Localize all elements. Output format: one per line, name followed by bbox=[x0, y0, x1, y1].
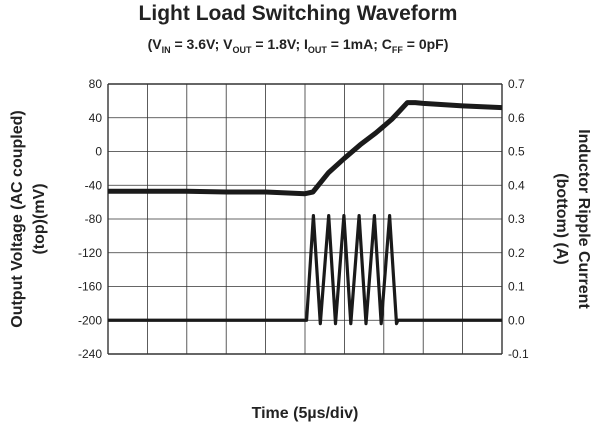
left-tick-label: -40 bbox=[85, 178, 103, 192]
right-axis-label: (bottom) (A) bbox=[553, 173, 570, 265]
right-tick-label: 0.5 bbox=[508, 145, 525, 159]
left-axis-label: Output Voltage (AC coupled) bbox=[9, 110, 26, 327]
right-axis-label: Inductor Ripple Current bbox=[575, 129, 592, 309]
right-tick-label: -0.1 bbox=[508, 347, 529, 361]
left-tick-label: -200 bbox=[78, 313, 102, 327]
left-tick-label: -160 bbox=[78, 280, 102, 294]
right-tick-label: 0.2 bbox=[508, 246, 525, 260]
axis-labels: Time (5µs/div) Output Voltage (AC coupled… bbox=[9, 110, 592, 422]
left-tick-label: 80 bbox=[89, 77, 103, 91]
right-tick-label: 0.0 bbox=[508, 313, 525, 327]
left-tick-label: -240 bbox=[78, 347, 102, 361]
tick-labels: 80 40 0 -40 -80 -120 -160 -200 -240 0.7 0.6 0.5 0.4 0… bbox=[78, 77, 529, 361]
left-tick-label: 0 bbox=[95, 145, 102, 159]
right-tick-label: 0.7 bbox=[508, 77, 525, 91]
series-group bbox=[108, 100, 503, 326]
right-tick-label: 0.1 bbox=[508, 280, 525, 294]
grid bbox=[107, 83, 503, 355]
series-inductor-current bbox=[108, 214, 502, 326]
chart-subtitle: (VIN = 3.6V; VOUT = 1.8V; IOUT = 1mA; CF… bbox=[147, 36, 449, 55]
right-tick-label: 0.4 bbox=[508, 178, 525, 192]
left-tick-label: -120 bbox=[78, 246, 102, 260]
left-tick-label: -80 bbox=[85, 212, 103, 226]
left-tick-label: 40 bbox=[89, 111, 103, 125]
x-axis-label: Time (5µs/div) bbox=[252, 405, 359, 422]
left-axis-label: (top)(mV) bbox=[31, 183, 48, 254]
chart-title: Light Load Switching Waveform bbox=[138, 2, 458, 25]
right-tick-label: 0.3 bbox=[508, 212, 525, 226]
series-output-voltage bbox=[108, 100, 503, 197]
right-tick-label: 0.6 bbox=[508, 111, 525, 125]
